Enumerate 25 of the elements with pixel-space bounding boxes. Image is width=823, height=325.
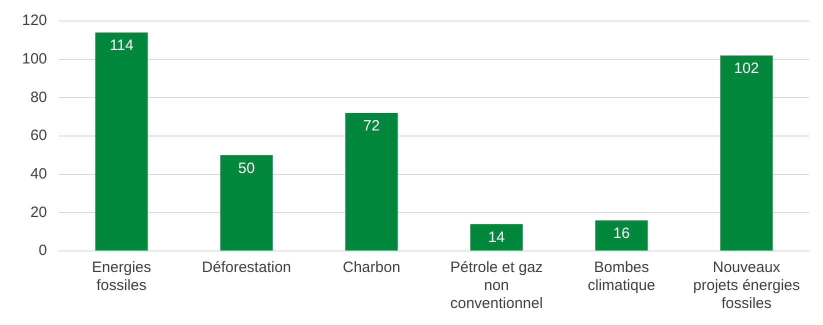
y-tick-label: 20 bbox=[30, 204, 48, 221]
y-tick-label: 40 bbox=[30, 165, 48, 182]
bar bbox=[595, 220, 648, 250]
y-tick-label: 120 bbox=[22, 12, 48, 30]
bar bbox=[220, 155, 273, 250]
y-tick-label: 100 bbox=[22, 50, 48, 68]
data-label: 72 bbox=[363, 118, 380, 135]
x-tick-label: Charbon bbox=[342, 259, 400, 276]
data-label: 14 bbox=[488, 228, 505, 246]
y-tick-label: 80 bbox=[30, 88, 48, 106]
x-tick-label: Déforestation bbox=[202, 259, 292, 276]
x-tick-label: Pétrole et gaz non conventionnel bbox=[450, 259, 543, 312]
x-tick-label: Nouveaux projets énergies fossiles bbox=[693, 259, 800, 312]
data-label: 50 bbox=[238, 160, 255, 177]
y-tick-label: 0 bbox=[38, 242, 48, 260]
x-tick-label: Energies fossiles bbox=[92, 259, 152, 294]
bar bbox=[720, 56, 773, 250]
y-tick-label: 60 bbox=[30, 127, 48, 144]
data-label: 102 bbox=[734, 60, 760, 78]
data-label: 16 bbox=[613, 224, 630, 242]
x-tick-label: Bombes climatique bbox=[588, 259, 656, 294]
bar bbox=[95, 32, 148, 250]
bar bbox=[470, 224, 523, 250]
bar bbox=[345, 113, 398, 250]
data-label: 114 bbox=[110, 37, 134, 54]
